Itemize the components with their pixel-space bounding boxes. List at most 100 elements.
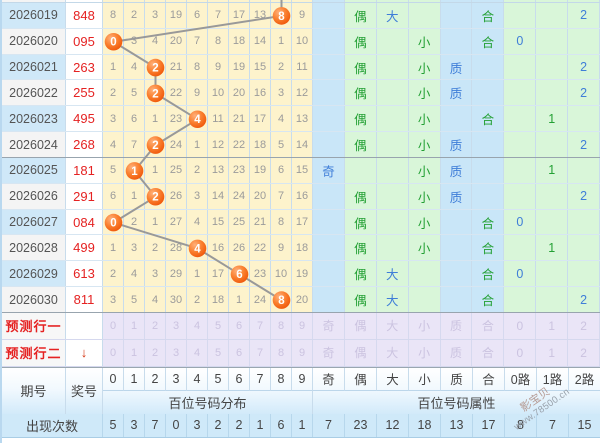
- attr-cell: 大: [376, 3, 409, 28]
- grid-miss-cell: 2: [187, 287, 208, 312]
- grid-miss-cell: 13: [208, 157, 229, 183]
- grid-miss-cell: 26: [166, 183, 187, 209]
- attr-cell: [376, 106, 409, 132]
- sliver-grid-cell: [103, 0, 124, 2]
- prediction-grid-cell: 6: [229, 312, 250, 339]
- attr-column-header: 偶: [345, 367, 377, 391]
- grid-miss-cell: 7: [187, 28, 208, 54]
- grid-miss-cell: 1: [145, 209, 166, 235]
- attr-cell: [504, 235, 537, 261]
- prediction-attr-cell: 2: [568, 339, 600, 366]
- attr-cell: 质: [440, 80, 473, 106]
- attr-cell: 偶: [344, 209, 377, 235]
- attr-cell: [472, 157, 505, 183]
- attr-cell: [440, 261, 473, 287]
- attr-cell: 2: [568, 3, 600, 28]
- sliver-attr-cell: [408, 0, 441, 2]
- grid-miss-cell: 6: [103, 183, 124, 209]
- period-cell: 2026023: [2, 106, 66, 132]
- grid-miss-cell: 4: [124, 261, 145, 287]
- attr-cell: [536, 3, 569, 28]
- attr-column-header: 1路: [537, 367, 569, 391]
- table-row: 2026028 499 1 3 2 28 16 26 22 9 18 偶小合 1: [2, 235, 600, 262]
- table-header: 期号 奖号 0 1 2 3 4 5 6 7 8 9 奇偶大小质合 0路 1路 2路 百位号码分布 百位号码…: [2, 366, 600, 414]
- grid-miss-cell: 12: [208, 132, 229, 157]
- attr-cell: 偶: [344, 132, 377, 157]
- period-cell: 2026024: [2, 132, 66, 157]
- prediction-grid-cell: 8: [271, 312, 292, 339]
- attr-cell: 0: [504, 28, 537, 54]
- prize-number: 268: [66, 132, 103, 157]
- digit-column-header: 0: [103, 367, 124, 391]
- attr-cell: [376, 28, 409, 54]
- grid-miss-cell: 5: [271, 132, 292, 157]
- grid-miss-cell: 5: [103, 157, 124, 183]
- prediction-grid-cell: 2: [145, 312, 166, 339]
- prediction-row: 预测行二 ↓ 0 1 2 3 4 5 6 7 8 9 奇偶大小质合 0 1 2: [2, 339, 600, 367]
- grid-miss-cell: [271, 287, 292, 312]
- grid-miss-cell: 3: [145, 3, 166, 28]
- attr-cell: 0: [504, 209, 537, 235]
- grid-miss-cell: 20: [166, 28, 187, 54]
- attr-cell: [568, 235, 600, 261]
- prediction-attr-cell: 合: [472, 339, 505, 366]
- prize-number: 181: [66, 157, 103, 183]
- grid-miss-cell: 4: [271, 106, 292, 132]
- sliver-grid-cell: [292, 0, 313, 2]
- collapse-arrow-icon[interactable]: ↓: [66, 339, 103, 366]
- attr-cell: [504, 3, 537, 28]
- grid-miss-cell: 3: [124, 235, 145, 261]
- grid-miss-cell: 5: [124, 80, 145, 106]
- sliver-attr-cell: [344, 0, 377, 2]
- attr-cell: 1: [536, 157, 569, 183]
- prediction-attr-cell: 2: [568, 312, 600, 339]
- grid-miss-cell: 2: [145, 235, 166, 261]
- sliver-period-cell: [2, 0, 66, 2]
- attr-column-header: 0路: [505, 367, 537, 391]
- grid-miss-cell: 25: [166, 157, 187, 183]
- grid-miss-cell: 3: [187, 183, 208, 209]
- attr-cell: [472, 80, 505, 106]
- digit-column-header: 4: [187, 367, 208, 391]
- group-headers-row: 百位号码分布 百位号码属性: [103, 390, 600, 414]
- table-row: 2026021 263 1 4 21 8 9 19 15 2 11 偶小质 2: [2, 54, 600, 81]
- attr-cell: 合: [472, 3, 505, 28]
- attr-cell: 偶: [344, 287, 377, 312]
- attr-cell: [313, 209, 345, 235]
- prize-number: 084: [66, 209, 103, 235]
- grid-miss-cell: [187, 235, 208, 261]
- attr-cell: [313, 132, 345, 157]
- digit-count-value: 6: [271, 413, 292, 437]
- grid-miss-cell: 20: [229, 80, 250, 106]
- attr-cell: 质: [440, 183, 473, 209]
- grid-miss-cell: 3: [271, 80, 292, 106]
- sliver-grid-cell: [271, 0, 292, 2]
- grid-miss-cell: 1: [271, 28, 292, 54]
- period-cell: 2026028: [2, 235, 66, 261]
- attr-column-header: 合: [473, 367, 505, 391]
- prediction-attr-cell: 小: [408, 339, 441, 366]
- prediction-attr-cell: 偶: [344, 339, 377, 366]
- attr-cell: [313, 3, 345, 28]
- grid-miss-cell: 21: [250, 209, 271, 235]
- sliver-attr-cell: [472, 0, 505, 2]
- counts-row: 出现次数 5 3 7 0 3 2 2 1 6 1 7 23 12 18 13 17 8 7 15: [2, 413, 600, 438]
- prediction-attr-cell: 0: [504, 312, 537, 339]
- prediction-grid-cell: 3: [166, 339, 187, 366]
- digit-column-header: 9: [292, 367, 313, 391]
- period-cell: 2026029: [2, 261, 66, 287]
- attr-cell: [504, 106, 537, 132]
- attr-cell: [536, 287, 569, 312]
- attr-cell: [504, 132, 537, 157]
- digit-column-header: 7: [250, 367, 271, 391]
- attr-cell: [376, 54, 409, 80]
- grid-miss-cell: 1: [124, 183, 145, 209]
- sliver-attr-cell: [313, 0, 345, 2]
- sliver-attr-cell: [504, 0, 537, 2]
- attr-cell: 2: [568, 80, 600, 106]
- digit-count-value: 3: [187, 413, 208, 437]
- grid-miss-cell: 15: [250, 54, 271, 80]
- attr-cell: 小: [408, 80, 441, 106]
- prize-number: 263: [66, 54, 103, 80]
- attr-cell: 合: [472, 28, 505, 54]
